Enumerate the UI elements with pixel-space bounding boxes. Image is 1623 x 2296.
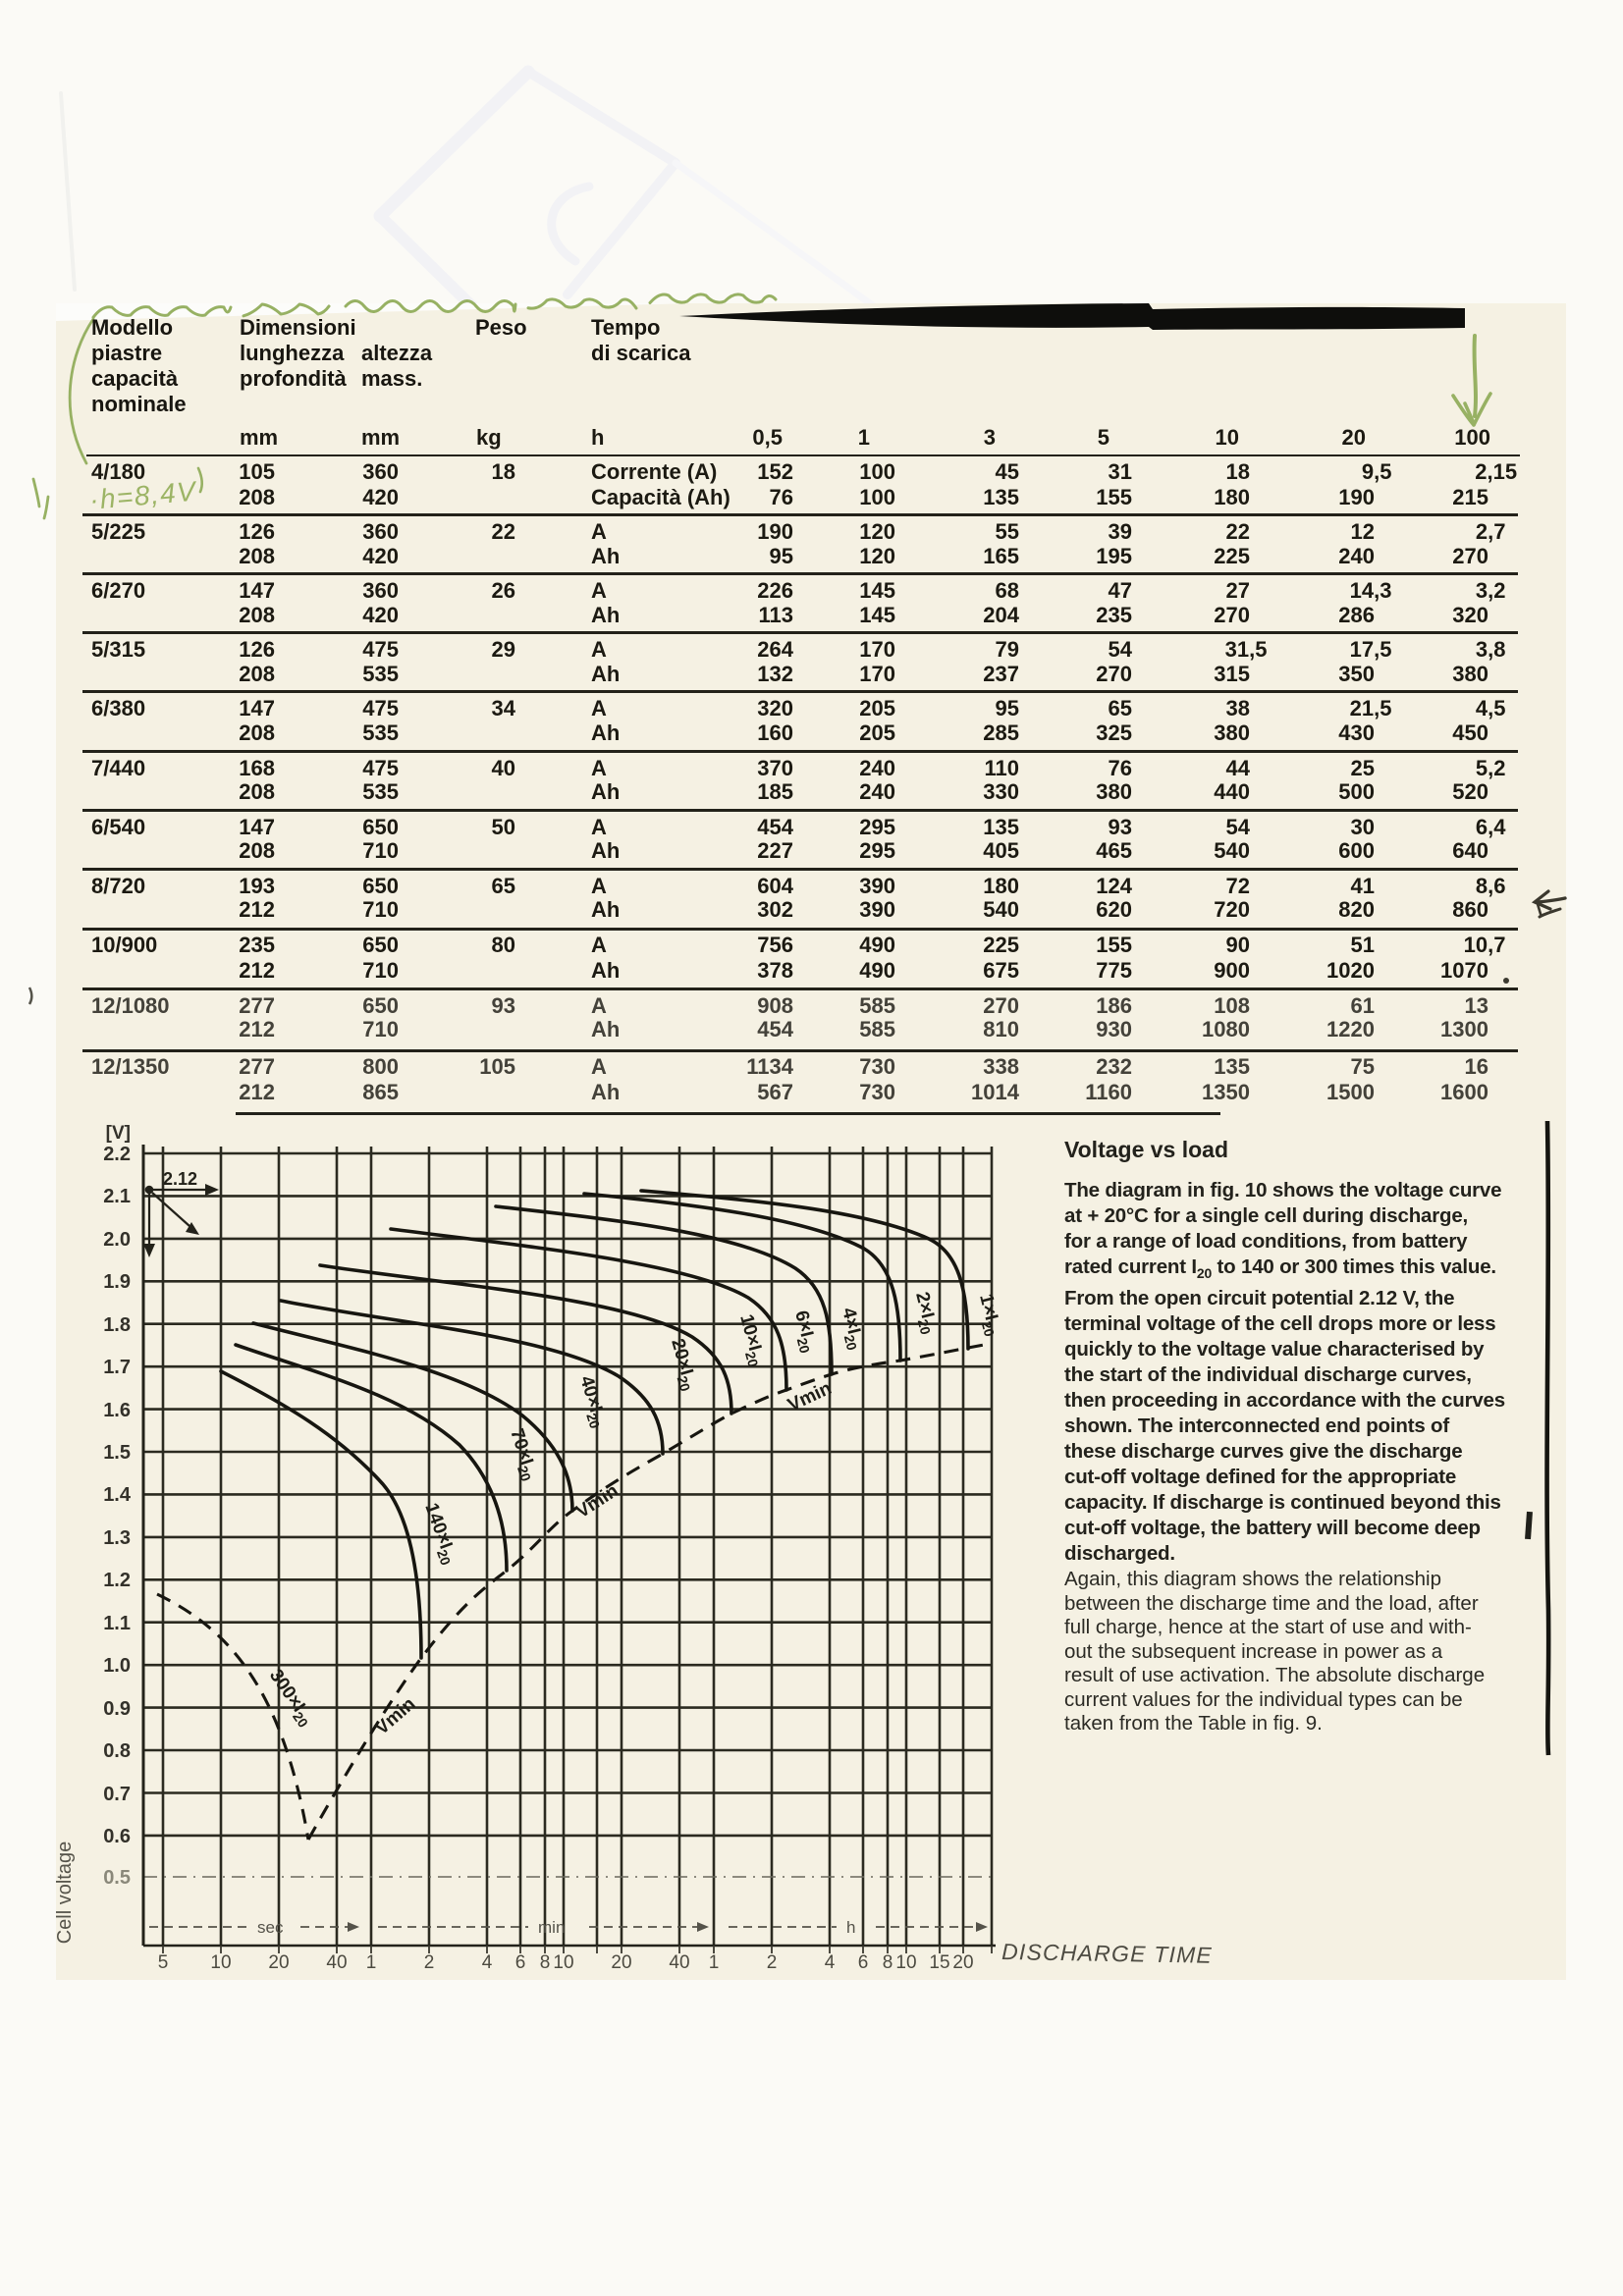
svg-text:min: min [538, 1918, 565, 1937]
svg-text:1.8: 1.8 [103, 1314, 131, 1336]
svg-text:4: 4 [482, 1952, 493, 1973]
svg-text:1.9: 1.9 [103, 1271, 131, 1293]
svg-text:8: 8 [883, 1952, 893, 1973]
svg-text:0.8: 0.8 [103, 1740, 131, 1762]
svg-text:1: 1 [709, 1952, 720, 1973]
svg-text:0.9: 0.9 [103, 1698, 131, 1720]
svg-text:40: 40 [326, 1952, 347, 1973]
svg-text:sec: sec [257, 1918, 284, 1937]
svg-text:6: 6 [515, 1952, 526, 1973]
svg-text:2: 2 [424, 1952, 435, 1973]
svg-text:20: 20 [268, 1952, 289, 1973]
svg-text:2×I20: 2×I20 [908, 1290, 942, 1336]
svg-text:1.0: 1.0 [103, 1655, 131, 1677]
svg-text:40: 40 [669, 1952, 689, 1973]
svg-text:Vmin: Vmin [372, 1693, 420, 1738]
svg-text:0.6: 0.6 [103, 1826, 131, 1847]
svg-text:20×I20: 20×I20 [664, 1337, 701, 1394]
svg-text:20: 20 [952, 1952, 973, 1973]
svg-text:1: 1 [366, 1952, 377, 1973]
svg-text:h: h [846, 1918, 855, 1937]
svg-text:10: 10 [553, 1952, 573, 1973]
svg-text:2: 2 [767, 1952, 778, 1973]
svg-text:140×I20: 140×I20 [417, 1501, 460, 1568]
svg-text:DISCHARGE TIME: DISCHARGE TIME [1001, 1939, 1213, 1968]
svg-text:4: 4 [825, 1952, 836, 1973]
svg-text:0.5: 0.5 [103, 1867, 131, 1889]
svg-text:2.2: 2.2 [103, 1144, 131, 1165]
svg-text:2.1: 2.1 [103, 1186, 131, 1207]
svg-text:2.12: 2.12 [163, 1169, 197, 1189]
svg-text:20: 20 [611, 1952, 631, 1973]
svg-text:40×I20: 40×I20 [572, 1373, 611, 1430]
svg-text:0.7: 0.7 [103, 1784, 131, 1805]
svg-text:8: 8 [540, 1952, 551, 1973]
svg-text:15: 15 [929, 1952, 949, 1973]
svg-text:1.6: 1.6 [103, 1400, 131, 1421]
svg-text:6×I20: 6×I20 [787, 1308, 821, 1355]
svg-text:1.1: 1.1 [103, 1613, 131, 1634]
svg-text:10: 10 [210, 1952, 231, 1973]
svg-text:5: 5 [158, 1952, 169, 1973]
svg-text:1.3: 1.3 [103, 1527, 131, 1549]
svg-text:1×I20: 1×I20 [972, 1292, 1005, 1338]
svg-text:2.0: 2.0 [103, 1229, 131, 1251]
svg-text:6: 6 [858, 1952, 869, 1973]
svg-text:70×I20: 70×I20 [503, 1426, 541, 1483]
svg-text:1.2: 1.2 [103, 1570, 131, 1591]
svg-text:Cell voltage: Cell voltage [54, 1842, 76, 1945]
svg-text:10×I20: 10×I20 [732, 1312, 769, 1369]
svg-text:10: 10 [895, 1952, 916, 1973]
svg-text:1.5: 1.5 [103, 1442, 131, 1464]
svg-text:[V]: [V] [106, 1123, 131, 1144]
svg-text:1.7: 1.7 [103, 1357, 131, 1378]
svg-text:1.4: 1.4 [103, 1484, 132, 1506]
svg-text:300×I20: 300×I20 [262, 1666, 317, 1731]
